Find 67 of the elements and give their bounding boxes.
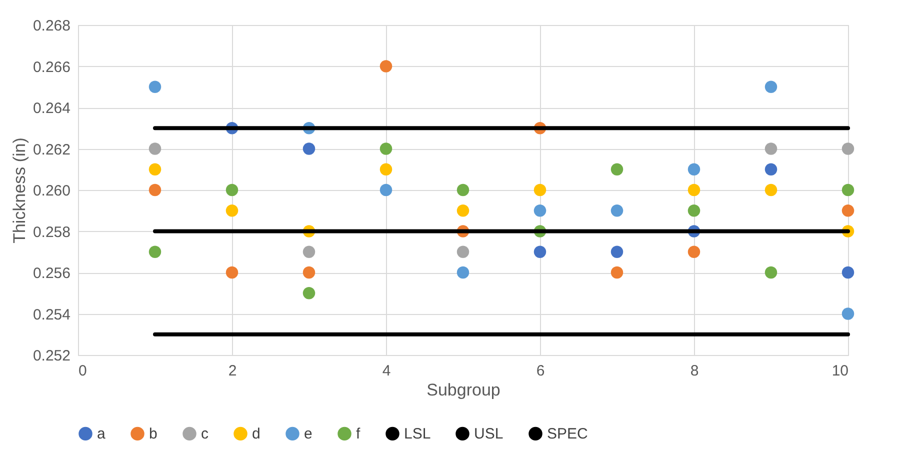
point <box>764 142 778 155</box>
legend-label: a <box>97 426 106 443</box>
point <box>302 142 316 155</box>
point <box>302 266 316 279</box>
legend-label: USL <box>474 426 504 443</box>
point <box>842 308 854 320</box>
y-tick-label: 0.256 <box>32 265 70 282</box>
point <box>534 184 546 196</box>
point <box>148 163 162 176</box>
point <box>148 80 162 93</box>
legend-label: b <box>149 426 158 443</box>
point <box>842 184 854 196</box>
point <box>688 184 700 196</box>
point <box>842 142 854 155</box>
point <box>226 204 238 217</box>
point <box>610 246 624 258</box>
point <box>764 163 778 176</box>
y-tick-label: 0.262 <box>32 141 70 158</box>
x-tick-label: 10 <box>832 362 848 380</box>
point <box>226 184 238 196</box>
y-tick-label: 0.264 <box>32 100 70 117</box>
point <box>764 80 778 93</box>
legend-label: c <box>201 426 209 443</box>
point <box>380 142 392 155</box>
y-tick-label: 0.260 <box>32 182 70 200</box>
point <box>764 266 778 279</box>
point <box>764 184 778 196</box>
point <box>534 246 546 258</box>
point <box>148 246 162 258</box>
point <box>456 204 470 217</box>
y-tick-label: 0.252 <box>32 348 70 364</box>
x-tick-label: 2 <box>228 362 237 380</box>
point <box>456 266 470 279</box>
point <box>688 246 700 258</box>
legend-label: f <box>356 426 361 443</box>
legend-label: LSL <box>404 426 431 443</box>
point <box>534 204 546 217</box>
point <box>380 163 392 176</box>
point <box>148 184 162 196</box>
point <box>302 287 316 300</box>
y-tick-label: 0.254 <box>32 306 70 324</box>
point <box>380 60 392 72</box>
point <box>688 204 700 217</box>
legend-label: e <box>304 426 312 443</box>
y-tick-label: 0.268 <box>32 18 70 34</box>
x-tick-label: 0 <box>78 362 87 380</box>
point <box>456 184 470 196</box>
x-tick-label: 8 <box>690 362 699 380</box>
point <box>456 246 470 258</box>
point <box>380 184 392 196</box>
x-tick-label: 6 <box>536 362 545 380</box>
y-axis-title: Thickness (in) <box>10 138 29 244</box>
point <box>610 266 624 279</box>
legend-label: d <box>252 426 260 443</box>
point <box>610 163 624 176</box>
x-tick-label: 4 <box>382 362 391 380</box>
point <box>148 142 162 155</box>
point <box>688 163 700 176</box>
point <box>842 266 854 279</box>
point <box>842 204 854 217</box>
point <box>302 246 316 258</box>
y-tick-label: 0.258 <box>32 224 70 241</box>
legend-label: SPEC <box>547 426 588 443</box>
point <box>226 266 238 279</box>
y-tick-label: 0.266 <box>32 58 70 76</box>
point <box>610 204 624 217</box>
x-axis-title: Subgroup <box>426 380 500 400</box>
